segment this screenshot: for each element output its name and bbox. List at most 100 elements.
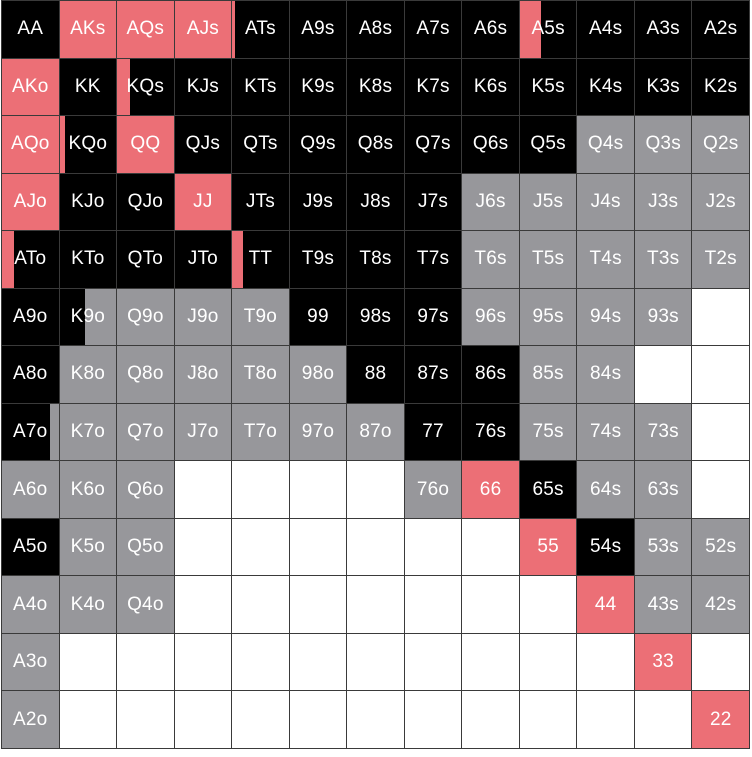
hand-cell-53s[interactable]: 53s	[634, 518, 692, 576]
empty-cell-r12-c9[interactable]	[519, 691, 577, 748]
empty-cell-r7-c12[interactable]	[692, 403, 749, 461]
hand-cell-a8s[interactable]: A8s	[347, 1, 404, 58]
hand-cell-aqo[interactable]: AQo	[2, 116, 59, 173]
hand-cell-j3s[interactable]: J3s	[634, 173, 692, 231]
hand-cell-k7s[interactable]: K7s	[404, 58, 462, 116]
hand-cell-93s[interactable]: 93s	[634, 288, 692, 346]
hand-cell-k8o[interactable]: K8o	[59, 346, 117, 403]
hand-cell-q6o[interactable]: Q6o	[117, 461, 174, 518]
hand-cell-75s[interactable]: 75s	[519, 403, 577, 461]
hand-cell-87s[interactable]: 87s	[404, 346, 462, 403]
empty-cell-r10-c9[interactable]	[519, 576, 577, 633]
hand-cell-k6s[interactable]: K6s	[462, 58, 519, 116]
hand-cell-kjs[interactable]: KJs	[174, 58, 232, 116]
hand-cell-k3s[interactable]: K3s	[634, 58, 692, 116]
empty-cell-r8-c4[interactable]	[232, 461, 289, 518]
hand-cell-ato[interactable]: ATo	[2, 231, 59, 288]
hand-cell-73s[interactable]: 73s	[634, 403, 692, 461]
empty-cell-r10-c5[interactable]	[289, 576, 347, 633]
hand-cell-98o[interactable]: 98o	[289, 346, 347, 403]
hand-cell-74s[interactable]: 74s	[577, 403, 634, 461]
hand-cell-k6o[interactable]: K6o	[59, 461, 117, 518]
empty-cell-r9-c6[interactable]	[347, 518, 404, 576]
empty-cell-r12-c6[interactable]	[347, 691, 404, 748]
hand-cell-a7s[interactable]: A7s	[404, 1, 462, 58]
empty-cell-r12-c2[interactable]	[117, 691, 174, 748]
hand-cell-k9o[interactable]: K9o	[59, 288, 117, 346]
hand-cell-kqs[interactable]: KQs	[117, 58, 174, 116]
hand-cell-a6s[interactable]: A6s	[462, 1, 519, 58]
hand-cell-j7s[interactable]: J7s	[404, 173, 462, 231]
empty-cell-r9-c5[interactable]	[289, 518, 347, 576]
hand-cell-q6s[interactable]: Q6s	[462, 116, 519, 173]
hand-cell-a9s[interactable]: A9s	[289, 1, 347, 58]
hand-cell-65s[interactable]: 65s	[519, 461, 577, 518]
hand-cell-87o[interactable]: 87o	[347, 403, 404, 461]
empty-cell-r11-c8[interactable]	[462, 633, 519, 691]
empty-cell-r12-c11[interactable]	[634, 691, 692, 748]
hand-cell-j7o[interactable]: J7o	[174, 403, 232, 461]
empty-cell-r6-c12[interactable]	[692, 346, 749, 403]
hand-cell-k5o[interactable]: K5o	[59, 518, 117, 576]
hand-cell-k9s[interactable]: K9s	[289, 58, 347, 116]
hand-cell-jj[interactable]: JJ	[174, 173, 232, 231]
hand-cell-qts[interactable]: QTs	[232, 116, 289, 173]
hand-cell-a2o[interactable]: A2o	[2, 691, 59, 748]
hand-cell-a3o[interactable]: A3o	[2, 633, 59, 691]
hand-cell-66[interactable]: 66	[462, 461, 519, 518]
empty-cell-r9-c4[interactable]	[232, 518, 289, 576]
empty-cell-r12-c7[interactable]	[404, 691, 462, 748]
empty-cell-r11-c9[interactable]	[519, 633, 577, 691]
empty-cell-r9-c7[interactable]	[404, 518, 462, 576]
hand-cell-k7o[interactable]: K7o	[59, 403, 117, 461]
hand-cell-33[interactable]: 33	[634, 633, 692, 691]
hand-cell-q7o[interactable]: Q7o	[117, 403, 174, 461]
hand-cell-j6s[interactable]: J6s	[462, 173, 519, 231]
hand-cell-j2s[interactable]: J2s	[692, 173, 749, 231]
hand-cell-q9o[interactable]: Q9o	[117, 288, 174, 346]
hand-cell-q4s[interactable]: Q4s	[577, 116, 634, 173]
hand-cell-95s[interactable]: 95s	[519, 288, 577, 346]
hand-cell-j5s[interactable]: J5s	[519, 173, 577, 231]
hand-cell-a8o[interactable]: A8o	[2, 346, 59, 403]
hand-cell-jts[interactable]: JTs	[232, 173, 289, 231]
hand-cell-52s[interactable]: 52s	[692, 518, 749, 576]
hand-cell-97s[interactable]: 97s	[404, 288, 462, 346]
hand-cell-63s[interactable]: 63s	[634, 461, 692, 518]
empty-cell-r5-c12[interactable]	[692, 288, 749, 346]
hand-cell-q8s[interactable]: Q8s	[347, 116, 404, 173]
hand-cell-j8o[interactable]: J8o	[174, 346, 232, 403]
hand-cell-a4o[interactable]: A4o	[2, 576, 59, 633]
hand-cell-a3s[interactable]: A3s	[634, 1, 692, 58]
hand-cell-qto[interactable]: QTo	[117, 231, 174, 288]
empty-cell-r11-c6[interactable]	[347, 633, 404, 691]
hand-cell-84s[interactable]: 84s	[577, 346, 634, 403]
empty-cell-r12-c3[interactable]	[174, 691, 232, 748]
hand-cell-aqs[interactable]: AQs	[117, 1, 174, 58]
empty-cell-r8-c5[interactable]	[289, 461, 347, 518]
hand-cell-76o[interactable]: 76o	[404, 461, 462, 518]
hand-cell-43s[interactable]: 43s	[634, 576, 692, 633]
hand-cell-aks[interactable]: AKs	[59, 1, 117, 58]
empty-cell-r11-c12[interactable]	[692, 633, 749, 691]
hand-cell-t7s[interactable]: T7s	[404, 231, 462, 288]
hand-cell-k8s[interactable]: K8s	[347, 58, 404, 116]
hand-cell-85s[interactable]: 85s	[519, 346, 577, 403]
hand-cell-k5s[interactable]: K5s	[519, 58, 577, 116]
hand-cell-77[interactable]: 77	[404, 403, 462, 461]
hand-cell-t8o[interactable]: T8o	[232, 346, 289, 403]
empty-cell-r11-c4[interactable]	[232, 633, 289, 691]
hand-cell-jto[interactable]: JTo	[174, 231, 232, 288]
hand-cell-q4o[interactable]: Q4o	[117, 576, 174, 633]
hand-cell-22[interactable]: 22	[692, 691, 749, 748]
hand-cell-j9o[interactable]: J9o	[174, 288, 232, 346]
hand-cell-99[interactable]: 99	[289, 288, 347, 346]
hand-cell-a4s[interactable]: A4s	[577, 1, 634, 58]
hand-cell-a5o[interactable]: A5o	[2, 518, 59, 576]
hand-cell-q5s[interactable]: Q5s	[519, 116, 577, 173]
empty-cell-r12-c8[interactable]	[462, 691, 519, 748]
empty-cell-r11-c10[interactable]	[577, 633, 634, 691]
hand-cell-94s[interactable]: 94s	[577, 288, 634, 346]
hand-cell-a5s[interactable]: A5s	[519, 1, 577, 58]
hand-cell-a2s[interactable]: A2s	[692, 1, 749, 58]
